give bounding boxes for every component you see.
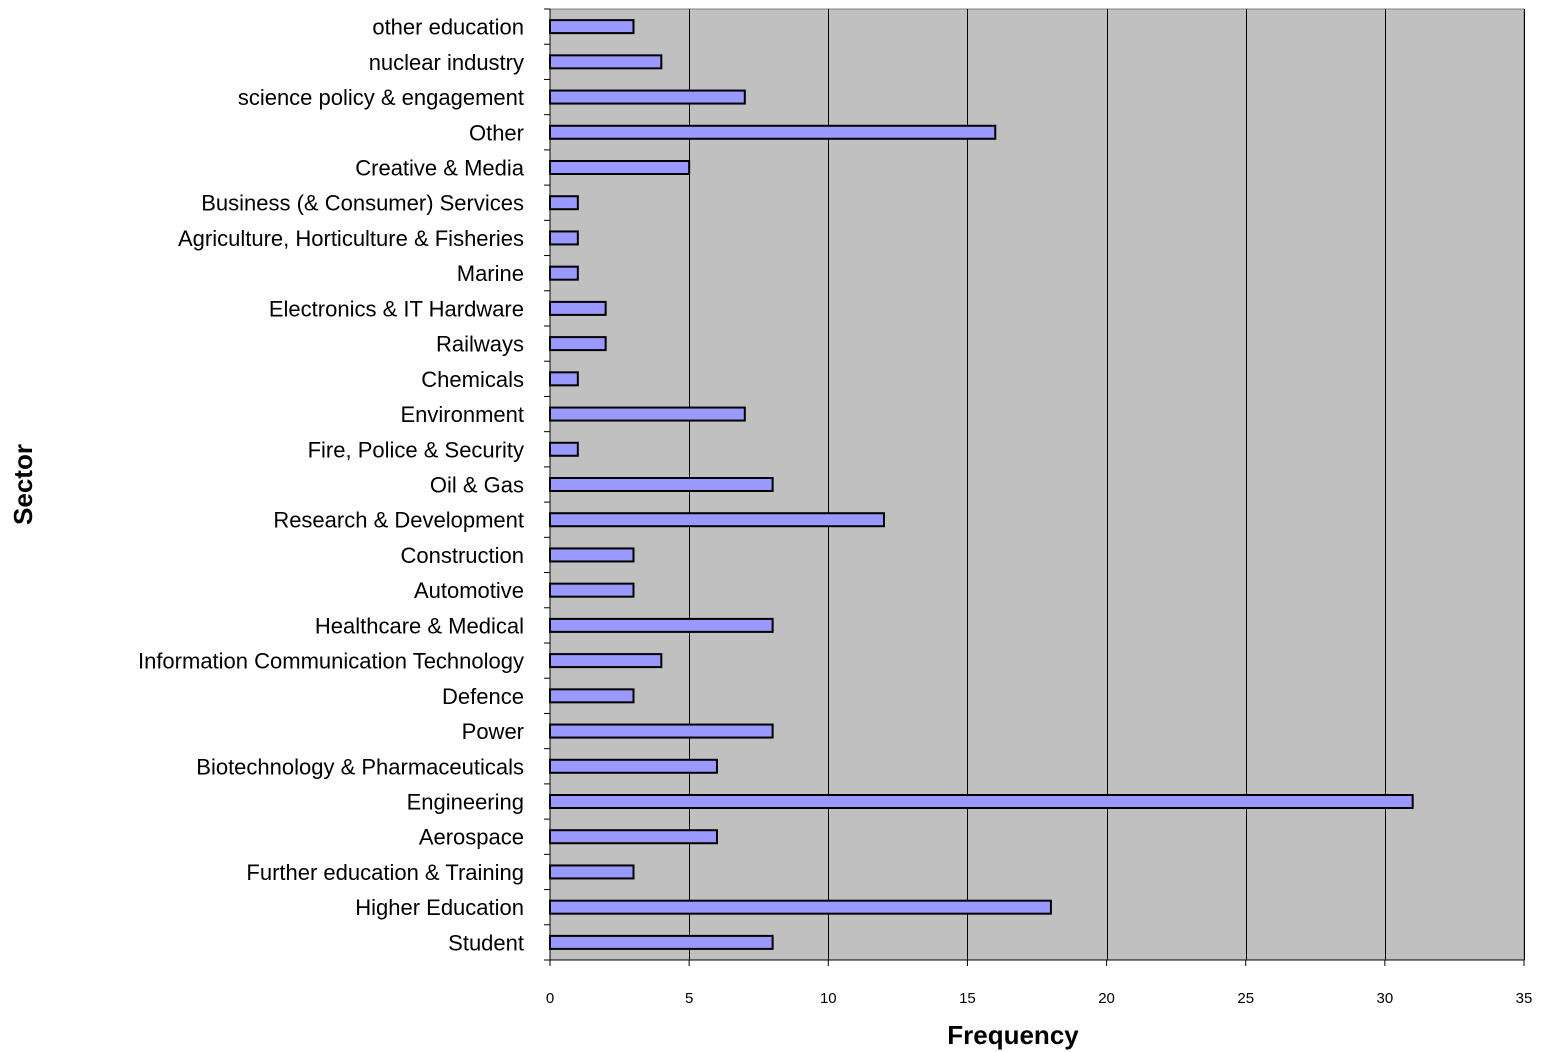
category-label-19: Defence — [442, 684, 524, 709]
category-label-8: Electronics & IT Hardware — [269, 296, 524, 321]
bar-13 — [550, 478, 773, 491]
category-label-25: Higher Education — [355, 895, 524, 920]
bar-9 — [550, 337, 606, 350]
bar-14 — [550, 513, 884, 526]
category-label-12: Fire, Police & Security — [308, 437, 524, 462]
category-label-5: Business (& Consumer) Services — [201, 191, 524, 216]
x-tick-label-20: 20 — [1098, 990, 1115, 1007]
category-label-6: Agriculture, Horticulture & Fisheries — [178, 226, 524, 251]
bar-5 — [550, 196, 578, 209]
category-label-18: Information Communication Technology — [138, 649, 524, 674]
category-label-22: Engineering — [407, 790, 524, 815]
category-label-3: Other — [469, 120, 524, 145]
category-label-1: nuclear industry — [369, 50, 524, 75]
category-label-26: Student — [448, 930, 524, 955]
x-tick-label-25: 25 — [1237, 990, 1254, 1007]
category-label-15: Construction — [400, 543, 524, 568]
bar-12 — [550, 443, 578, 456]
x-tick-label-15: 15 — [959, 990, 976, 1007]
y-axis-title: Sector — [8, 444, 38, 525]
bar-23 — [550, 830, 717, 843]
category-label-17: Healthcare & Medical — [315, 613, 524, 638]
bar-8 — [550, 302, 606, 315]
bar-2 — [550, 91, 745, 104]
bar-20 — [550, 725, 773, 738]
x-tick-label-35: 35 — [1516, 990, 1533, 1007]
bar-10 — [550, 372, 578, 385]
x-tick-label-0: 0 — [546, 990, 554, 1007]
x-tick-labels: 0 5 10 15 20 25 30 35 — [546, 990, 1533, 1007]
category-label-4: Creative & Media — [355, 156, 525, 181]
category-label-10: Chemicals — [421, 367, 524, 392]
x-tick-label-5: 5 — [685, 990, 693, 1007]
category-label-2: science policy & engagement — [238, 85, 524, 110]
bar-7 — [550, 267, 578, 280]
bar-22 — [550, 795, 1413, 808]
category-label-23: Aerospace — [419, 825, 524, 850]
category-label-21: Biotechnology & Pharmaceuticals — [196, 754, 524, 779]
category-label-16: Automotive — [414, 578, 524, 603]
category-label-0: other education — [372, 15, 524, 40]
bar-15 — [550, 548, 633, 561]
bar-24 — [550, 865, 633, 878]
category-label-24: Further education & Training — [246, 860, 524, 885]
category-label-9: Railways — [436, 332, 524, 357]
bar-18 — [550, 654, 661, 667]
bar-16 — [550, 584, 633, 597]
x-tick-label-30: 30 — [1377, 990, 1394, 1007]
bar-4 — [550, 161, 689, 174]
bar-17 — [550, 619, 773, 632]
bar-6 — [550, 231, 578, 244]
bar-11 — [550, 408, 745, 421]
bar-19 — [550, 689, 633, 702]
bar-1 — [550, 55, 661, 68]
category-label-20: Power — [462, 719, 524, 744]
bar-25 — [550, 901, 1051, 914]
x-tick-label-10: 10 — [820, 990, 837, 1007]
category-label-11: Environment — [400, 402, 524, 427]
category-label-7: Marine — [457, 261, 524, 286]
bar-21 — [550, 760, 717, 773]
category-label-13: Oil & Gas — [430, 473, 524, 498]
bar-0 — [550, 20, 633, 33]
category-label-14: Research & Development — [273, 508, 524, 533]
category-labels: other education nuclear industry science p… — [138, 15, 525, 956]
bar-26 — [550, 936, 773, 949]
x-axis-title: Frequency — [947, 1020, 1079, 1050]
bar-3 — [550, 126, 995, 139]
